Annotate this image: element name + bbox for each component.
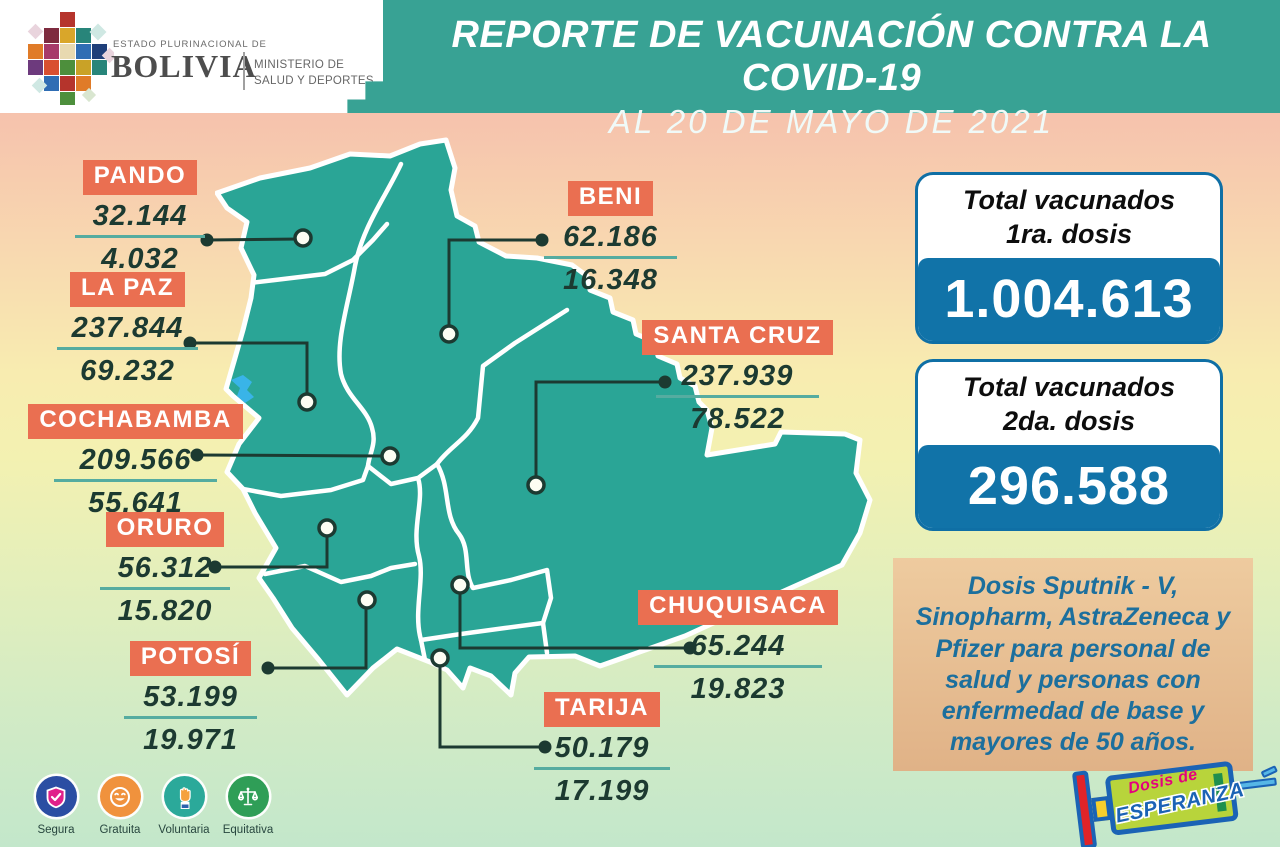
dept-callout-pando: PANDO 32.144 4.032	[55, 160, 225, 276]
logo-country: BOLIVIA	[111, 48, 257, 84]
dept-underline	[655, 395, 820, 399]
dept-second-dose: 15.820	[117, 595, 213, 628]
syringe-needle-tip	[1260, 765, 1278, 779]
dept-first-dose: 209.566	[79, 443, 192, 476]
total-first-dose-label: Total vacunados 1ra. dosis	[962, 185, 1176, 249]
dept-first-dose: 32.144	[92, 199, 188, 232]
dept-underline	[53, 479, 218, 483]
page-title: REPORTE DE VACUNACIÓN CONTRA LA COVID-19	[451, 14, 1212, 99]
dept-callout-potosi: POTOSÍ 53.199 19.971	[103, 641, 278, 757]
dept-first-dose: 65.244	[690, 629, 786, 662]
dept-callout-la-paz: LA PAZ 237.844 69.232	[35, 272, 220, 388]
dept-name: BENI	[567, 181, 654, 216]
dept-callout-beni: BENI 62.186 16.348	[523, 181, 698, 297]
dept-name: LA PAZ	[70, 272, 185, 307]
logo-country-small: ESTADO PLURINACIONAL DE	[113, 39, 267, 50]
vaccine-values-row: Segura Gratuita Voluntaria	[30, 776, 274, 836]
dept-underline	[533, 767, 671, 771]
dept-first-dose: 56.312	[117, 551, 213, 584]
dept-callout-chuquisaca: CHUQUISACA 65.244 19.823	[628, 590, 848, 706]
dept-name: TARIJA	[544, 692, 660, 727]
header-text: REPORTE DE VACUNACIÓN CONTRA LA COVID-19…	[383, 14, 1280, 141]
bolivia-emblem-icon	[27, 12, 114, 105]
logo-ministry: MINISTERIO DE SALUD Y DEPORTES	[254, 59, 374, 88]
dept-second-dose: 69.232	[80, 355, 175, 388]
dept-callout-cochabamba: COCHABAMBA 209.566 55.641	[28, 404, 243, 520]
dept-name: SANTA CRUZ	[642, 320, 833, 355]
dept-second-dose: 4.032	[101, 243, 179, 276]
dept-callout-tarija: TARIJA 50.179 17.199	[512, 692, 692, 808]
dept-second-dose: 19.971	[143, 724, 238, 757]
shield-check-icon	[35, 776, 77, 817]
vaccine-note: Dosis Sputnik - V, Sinopharm, AstraZenec…	[893, 558, 1253, 771]
dept-second-dose: 16.348	[563, 264, 658, 297]
dept-first-dose: 53.199	[143, 680, 238, 713]
department-borders	[222, 161, 570, 663]
total-first-dose-box: Total vacunados 1ra. dosis 1.004.613	[915, 172, 1223, 344]
balance-scale-icon	[227, 776, 269, 817]
dept-callout-santa-cruz: SANTA CRUZ 237.939 78.522	[630, 320, 845, 436]
government-logo-box: ESTADO PLURINACIONAL DE BOLIVIA MINISTER…	[0, 0, 383, 113]
dept-name: COCHABAMBA	[28, 404, 243, 439]
raised-hand-icon	[163, 776, 205, 817]
dept-first-dose: 50.179	[554, 731, 650, 764]
total-first-dose-value: 1.004.613	[918, 257, 1220, 341]
dept-name: CHUQUISACA	[638, 590, 838, 625]
value-badge-voluntaria: Voluntaria	[158, 776, 210, 836]
dept-first-dose: 237.939	[681, 359, 794, 392]
dept-second-dose: 17.199	[554, 775, 650, 808]
dept-name: POTOSÍ	[129, 641, 252, 676]
total-second-dose-value: 296.588	[918, 444, 1220, 528]
dept-first-dose: 237.844	[71, 311, 184, 344]
value-badge-gratuita: Gratuita	[94, 776, 146, 836]
page-subtitle: AL 20 DE MAYO DE 2021	[608, 103, 1055, 140]
dept-second-dose: 19.823	[690, 673, 786, 706]
dept-underline	[124, 716, 257, 720]
total-second-dose-box: Total vacunados 2da. dosis 296.588	[915, 359, 1223, 531]
dept-underline	[100, 587, 230, 591]
dept-underline	[57, 347, 198, 351]
dept-second-dose: 78.522	[690, 403, 785, 436]
dept-name: ORURO	[105, 512, 225, 547]
total-second-dose-label: Total vacunados 2da. dosis	[962, 372, 1176, 436]
dept-underline	[544, 256, 677, 260]
dept-callout-oruro: ORURO 56.312 15.820	[80, 512, 250, 628]
dept-underline	[654, 665, 822, 669]
dept-name: PANDO	[82, 160, 198, 195]
dept-underline	[75, 235, 205, 239]
value-badge-segura: Segura	[30, 776, 82, 836]
smiley-icon	[99, 776, 141, 817]
dept-first-dose: 62.186	[563, 220, 658, 253]
value-badge-equitativa: Equitativa	[222, 776, 274, 836]
logo-divider	[243, 52, 245, 90]
